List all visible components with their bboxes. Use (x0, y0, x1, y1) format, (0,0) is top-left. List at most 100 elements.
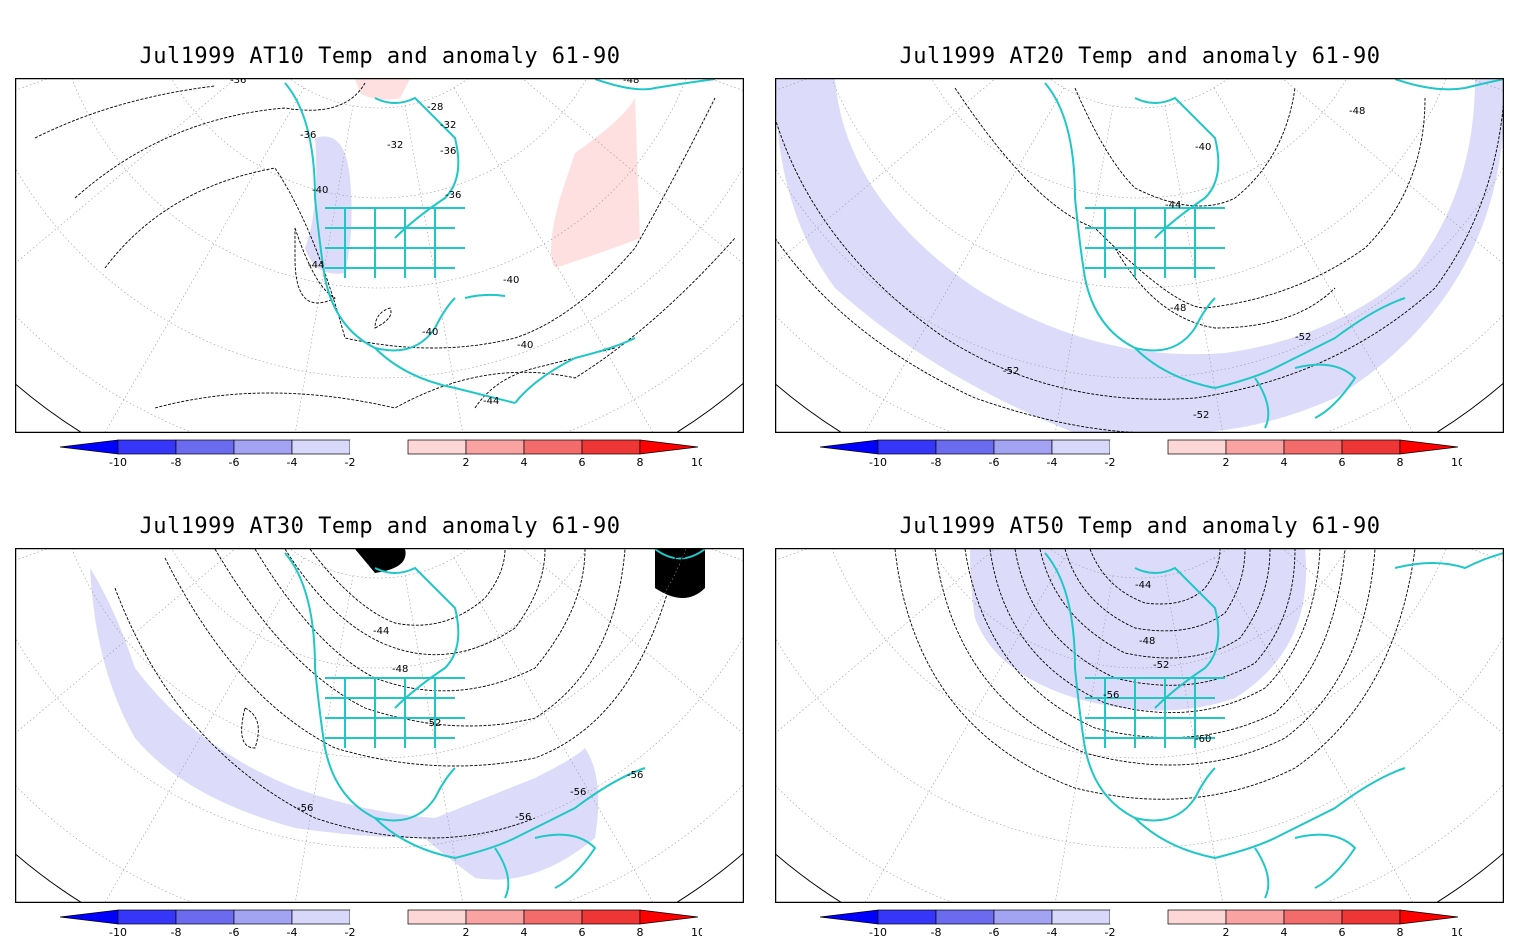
latitude-circle (171, 79, 587, 199)
colorbar-svg: -10 -8 -6 -4 -2 2 4 6 8 10 (59, 439, 705, 469)
contour-line (1039, 549, 1271, 659)
panel-at30: Jul1999 AT30 Temp and anomaly 61-90 (0, 470, 760, 940)
colorbar-segment (1341, 439, 1401, 455)
anomaly-negative-region (776, 79, 1503, 432)
meridian-line (1055, 105, 1114, 432)
colorbar-segment (407, 439, 467, 455)
graticule (776, 549, 1503, 902)
meridian-line (1213, 557, 1414, 902)
contour-line (34, 85, 216, 139)
colorbar-segment (993, 439, 1053, 455)
colorbar-tick-label: -10 (869, 456, 887, 469)
colorbar-tick-label: -8 (931, 456, 942, 469)
contour-line (776, 238, 1136, 432)
colorbar-tick-label: 10 (691, 926, 702, 939)
panel-at10: Jul1999 AT10 Temp and anomaly 61-90 (0, 0, 760, 470)
meridian-line (864, 87, 1065, 432)
colorbar-tick-label: 10 (1451, 926, 1462, 939)
colorbar-segment (581, 909, 641, 925)
coastline-segment (1044, 82, 1216, 352)
colorbar-tick-label: 6 (1339, 456, 1346, 469)
coastline-segment (1044, 552, 1216, 822)
colorbar-segment (291, 439, 351, 455)
meridian-line (522, 79, 743, 264)
coastline-segment (1394, 79, 1503, 91)
contour-label: -44 (373, 626, 389, 637)
coastline-segment (1134, 767, 1406, 860)
meridian-line (776, 549, 808, 561)
contour-line (1074, 87, 1296, 207)
contour-label: -52 (1295, 332, 1311, 343)
coastline-segment (1085, 677, 1225, 748)
contour-line (254, 549, 586, 692)
meridian-line (16, 79, 48, 91)
coastline (1044, 552, 1503, 899)
colorbar-tick-label: 4 (521, 456, 528, 469)
colorbar-tick-label: 10 (691, 456, 702, 469)
colorbar-segment (350, 440, 408, 454)
coastline-segment (1254, 833, 1357, 899)
anomaly-negative-region (655, 549, 705, 598)
colorbar-arrow-high (639, 909, 699, 925)
anomaly-negative-region (970, 549, 1307, 711)
colorbar-tick-label: 6 (1339, 926, 1346, 939)
meridian-line (16, 549, 236, 733)
graticule (16, 549, 743, 902)
contour-line (934, 549, 1376, 766)
colorbar-arrow-low (819, 439, 879, 455)
contour-label: -52 (1153, 660, 1169, 671)
anomaly-negative-region (305, 136, 352, 274)
colorbar-tick-label: 4 (1281, 456, 1288, 469)
coastline-segment (594, 79, 716, 91)
contour-label: -60 (1195, 734, 1211, 745)
meridian-line (776, 79, 808, 91)
coastline (284, 549, 706, 899)
colorbar-tick-label: -4 (287, 926, 298, 939)
meridian-line (453, 87, 654, 432)
contour-label: -48 (1139, 636, 1155, 647)
contour-label: -56 (670, 556, 686, 567)
contour-line (1014, 549, 1296, 686)
colorbar-tick-label: -2 (1105, 456, 1116, 469)
map-frame: -48 -40 -44 -48 -52 -52 -52 (775, 78, 1504, 433)
coastline-segment (654, 549, 706, 560)
colorbar-svg: -10 -8 -6 -4 -2 2 4 6 8 10 (819, 439, 1465, 469)
contour-line (964, 549, 1346, 739)
colorbar: -10 -8 -6 -4 -2 2 4 6 8 10 (59, 908, 705, 940)
colorbar-tick-label: -4 (1047, 456, 1058, 469)
colorbar-tick-label: 6 (579, 926, 586, 939)
map-svg: -48 -40 -44 -48 -52 -52 -52 (775, 78, 1504, 433)
contour-line (214, 549, 626, 727)
anomaly-negative-region (355, 549, 406, 573)
meridian-line (1055, 575, 1114, 902)
contour-line (164, 549, 676, 767)
colorbar-segment (1341, 909, 1401, 925)
meridian-line (295, 575, 354, 902)
colorbar-tick-label: -4 (287, 456, 298, 469)
map-border (15, 78, 744, 433)
contour-line (309, 549, 506, 626)
contour-label: -40 (517, 340, 533, 351)
colorbar-segment (465, 439, 525, 455)
coastline-segment (374, 347, 516, 404)
colorbar-segment (993, 909, 1053, 925)
colorbar: -10 -8 -6 -4 -2 2 4 6 8 10 (819, 438, 1465, 470)
latitude-circle (1049, 79, 1229, 109)
colorbar-segment (1225, 909, 1285, 925)
contour-line (104, 97, 716, 349)
colorbar-svg: -10 -8 -6 -4 -2 2 4 6 8 10 (59, 909, 705, 939)
colorbar-segment (233, 439, 293, 455)
map-border (15, 548, 744, 903)
colorbar-segment (935, 909, 995, 925)
contour-labels: -56 -44 -48 -52 -56 -56 -56 -56 (297, 556, 686, 823)
colorbar-segment (465, 909, 525, 925)
colorbar-tick-label: 2 (463, 456, 470, 469)
colorbar-segment (523, 439, 583, 455)
panel-at50: Jul1999 AT50 Temp and anomaly 61-90 (760, 470, 1520, 940)
panel-title: Jul1999 AT50 Temp and anomaly 61-90 (899, 514, 1381, 539)
meridian-line (1164, 575, 1223, 902)
contour-line (776, 103, 1503, 400)
colorbar-segment (1283, 909, 1343, 925)
contour-label: -48 (392, 664, 408, 675)
colorbar-arrow-high (639, 439, 699, 455)
